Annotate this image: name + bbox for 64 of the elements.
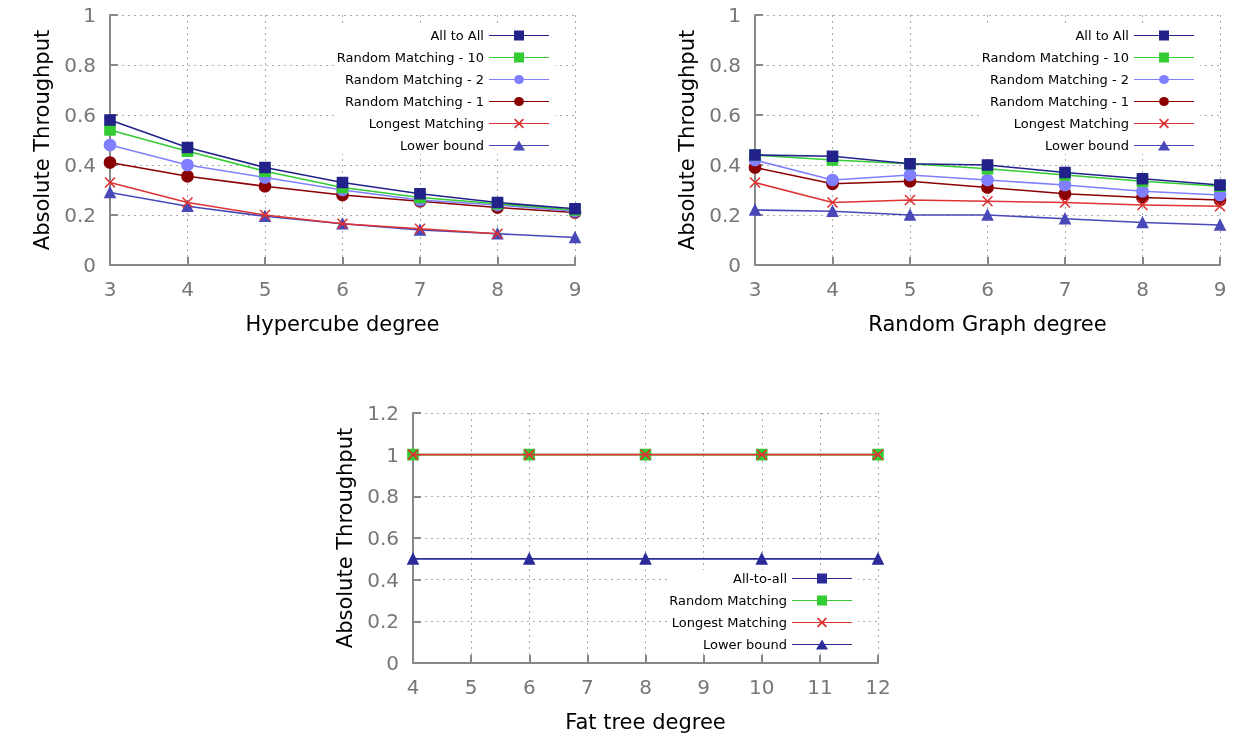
x-tick-label: 4	[181, 277, 194, 301]
x-axis-title: Hypercube degree	[245, 311, 440, 336]
legend-label: All-to-all	[733, 571, 787, 586]
legend-label: Lower bound	[1044, 138, 1129, 153]
y-tick-label: 0.2	[709, 203, 741, 227]
y-tick-label: 0.8	[367, 484, 399, 509]
x-tick-label: 9	[697, 675, 710, 699]
legend-label: Random Matching - 1	[345, 94, 484, 109]
x-tick-label: 8	[491, 277, 504, 301]
y-tick-label: 0.4	[367, 567, 399, 592]
legend-label: Longest Matching	[1013, 116, 1129, 131]
y-tick-label: 0.6	[367, 526, 399, 550]
y-tick-label: 1	[728, 3, 741, 27]
legend-label: Random Matching - 1	[990, 94, 1129, 109]
y-tick-label: 0.4	[64, 153, 96, 177]
x-tick-label: 3	[103, 277, 117, 301]
legend-label: Longest Matching	[671, 615, 787, 630]
x-tick-label: 11	[807, 675, 833, 699]
y-axis-title: Absolute Throughput	[674, 29, 699, 251]
y-tick-label: 0.8	[709, 53, 741, 77]
y-tick-label: 0.2	[64, 203, 96, 227]
x-tick-label: 7	[1058, 277, 1072, 301]
y-tick-label: 0	[728, 253, 741, 277]
y-tick-label: 0	[83, 253, 96, 277]
legend-label: Lower bound	[399, 138, 484, 153]
x-tick-label: 8	[1136, 277, 1149, 301]
x-tick-label: 4	[406, 675, 420, 699]
y-tick-label: 0.6	[709, 103, 741, 127]
legend-label: All to All	[1075, 28, 1129, 43]
x-axis-title: Fat tree degree	[565, 709, 726, 734]
x-tick-label: 3	[748, 277, 762, 301]
legend-label: Lower bound	[702, 637, 787, 652]
legend-label: All to All	[430, 28, 484, 43]
y-tick-label: 0	[386, 651, 399, 675]
y-tick-label: 1	[386, 442, 399, 467]
legend-label: Random Matching - 10	[336, 50, 484, 65]
y-tick-label: 0.8	[64, 53, 96, 77]
x-tick-label: 7	[413, 277, 427, 301]
legend-label: Random Matching - 2	[990, 72, 1129, 87]
legend-label: Longest Matching	[368, 116, 484, 131]
x-tick-label: 12	[865, 675, 891, 699]
x-tick-label: 5	[464, 675, 478, 699]
y-tick-label: 1	[83, 3, 96, 27]
y-tick-label: 0.2	[367, 609, 399, 634]
x-tick-label: 10	[749, 675, 775, 699]
y-axis-title: Absolute Throughput	[29, 29, 54, 251]
x-tick-label: 5	[258, 277, 272, 301]
x-axis-title: Random Graph degree	[868, 311, 1107, 336]
x-tick-label: 8	[639, 675, 652, 699]
x-tick-label: 6	[336, 277, 349, 301]
x-tick-label: 9	[568, 277, 582, 301]
legend-label: Random Matching - 2	[345, 72, 484, 87]
x-tick-label: 6	[522, 675, 536, 699]
y-tick-label: 0.4	[709, 153, 741, 177]
x-tick-label: 5	[903, 277, 917, 301]
x-tick-label: 9	[1213, 277, 1227, 301]
legend-label: Random Matching	[669, 593, 787, 608]
x-tick-label: 6	[981, 277, 994, 301]
x-tick-label: 4	[826, 277, 839, 301]
y-tick-label: 0.6	[64, 103, 96, 127]
y-axis-title: Absolute Throughput	[332, 427, 357, 649]
x-tick-label: 7	[581, 675, 594, 699]
legend-label: Random Matching - 10	[981, 50, 1129, 65]
y-tick-label: 1.2	[367, 401, 399, 425]
